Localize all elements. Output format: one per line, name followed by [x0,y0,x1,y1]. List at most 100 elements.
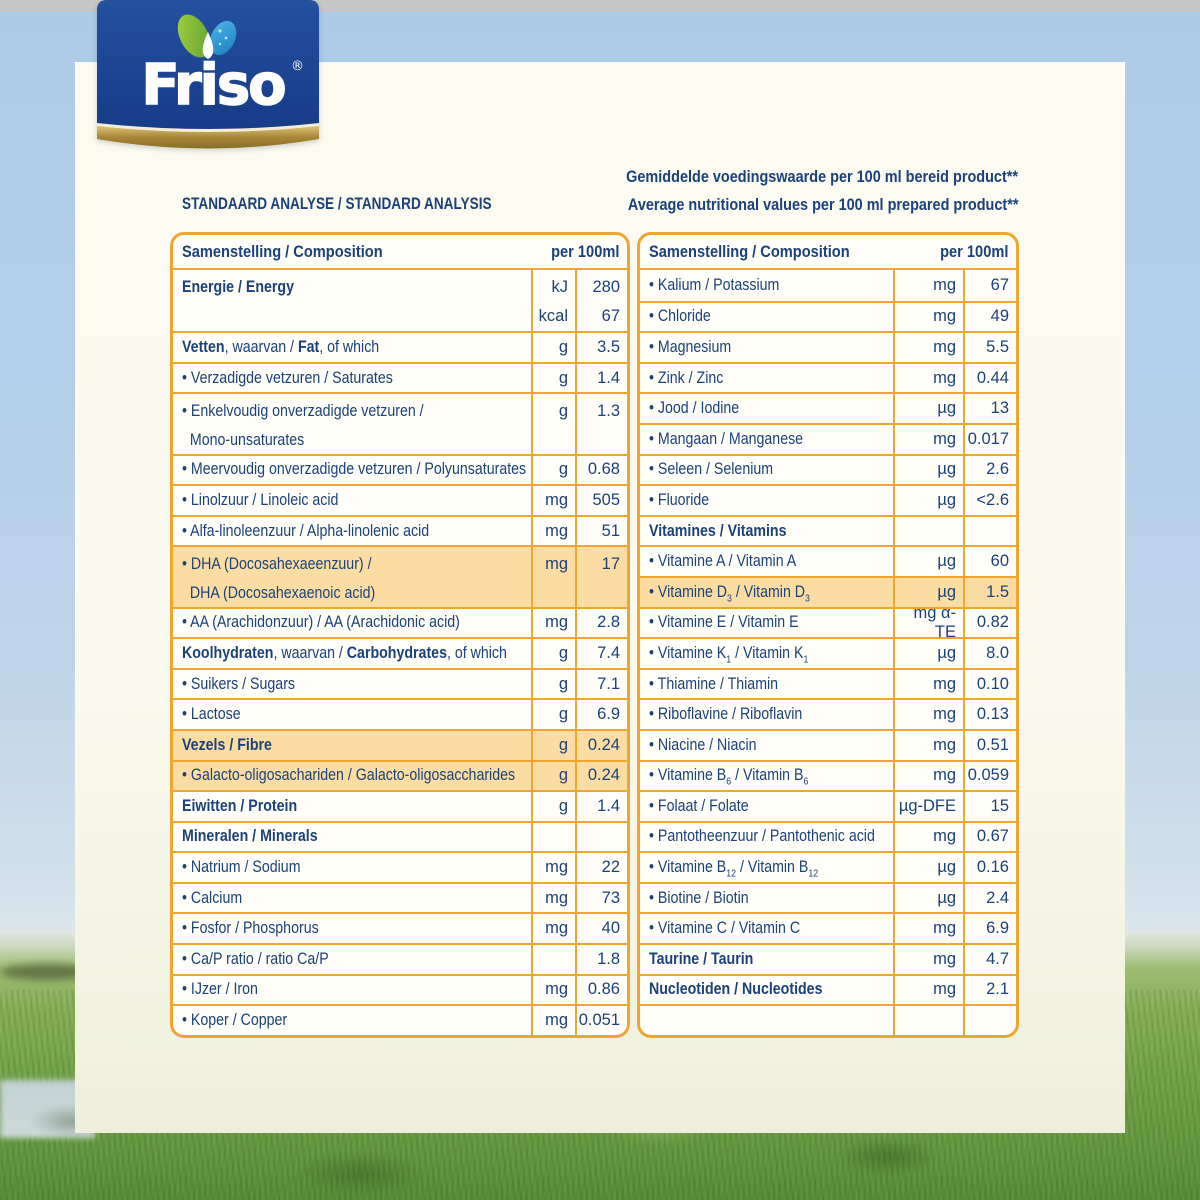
leaf-icon [177,14,211,58]
row-unit: g [531,730,575,760]
logo-registered-mark: ® [291,59,304,74]
row-label: • DHA (Docosahexaeenzuur) / DHA (Docosah… [182,555,376,603]
table-row: • Jood / Iodine µg 13 [640,392,1016,423]
table-row: • Chloride mg 49 [640,300,1016,332]
row-value: 17 [575,547,627,607]
row-value: 4.7 [963,945,1016,974]
row-label: • Pantotheenzuur / Pantothenic acid [649,827,875,846]
row-value: 2.8 [575,608,627,638]
row-unit: mg [893,975,963,1005]
row-label: • Niacine / Niacin [649,735,757,754]
row-value: 13 [963,394,1016,423]
table-row: • Vitamine A / Vitamin A µg 60 [640,545,1016,576]
row-value: 60 [963,547,1016,576]
row-value: 0.10 [963,669,1016,699]
note-line-en: Average nutritional values per 100 ml pr… [627,195,1018,214]
row-label: • AA (Arachidonzuur) / AA (Arachidonic a… [182,613,460,632]
table-row: • Ca/P ratio / ratio Ca/P 1.8 [173,943,627,974]
logo-blue-badge [97,0,319,129]
row-label: • Biotine / Biotin [649,888,749,907]
row-label: • Enkelvoudig onverzadigde vetzuren / Mo… [182,402,424,450]
table-row: • IJzer / Iron mg 0.86 [173,973,627,1005]
table-row: Koolhydraten, waarvan / Carbohydrates, o… [173,637,627,668]
row-label: Mineralen / Minerals [182,827,318,846]
table-row: • Meervoudig onverzadigde vetzuren / Pol… [173,453,627,485]
row-unit: g [531,669,575,699]
row-unit: µg [893,455,963,485]
row-unit [893,516,963,546]
row-label: • Folaat / Folate [649,796,749,815]
row-unit: µg [893,577,963,607]
table-row: • Vitamine B12 / Vitamin B12 µg 0.16 [640,851,1016,882]
table-row: • Vitamine B6 / Vitamin B6 mg 0.059 [640,759,1016,791]
friso-logo: Friso ® [97,0,319,152]
row-label: • Suikers / Sugars [182,674,296,693]
table-row: Vetten, waarvan / Fat, of which g 3.5 [173,331,627,362]
row-unit: µg [893,853,963,882]
table-row: • Niacine / Niacin mg 0.51 [640,728,1016,760]
row-value: 0.13 [963,700,1016,729]
row-unit [531,822,575,852]
analysis-title: STANDAARD ANALYSE / STANDARD ANALYSIS [182,194,569,214]
table-row [640,1004,1016,1035]
row-label: • Calcium [182,888,243,907]
logo-wordmark: Friso [141,53,285,118]
row-value: 2.4 [963,883,1016,913]
table-row: • Zink / Zinc mg 0.44 [640,361,1016,393]
row-unit: mg [531,608,575,638]
table-row: • Folaat / Folate µg-DFE 15 [640,790,1016,821]
row-value: 6.9 [963,914,1016,944]
row-unit: mg [893,333,963,362]
row-value: 0.51 [963,730,1016,760]
row-label: • Vitamine B6 / Vitamin B6 [649,766,809,788]
row-value: 0.86 [575,975,627,1005]
label-panel: STANDAARD ANALYSE / STANDARD ANALYSIS Ge… [75,62,1125,1133]
row-unit: mg [893,730,963,760]
note-line-nl: Gemiddelde voedingswaarde per 100 ml ber… [626,167,1018,186]
row-label: • Kalium / Potassium [649,275,780,294]
row-label: Vitamines / Vitamins [649,521,787,540]
table-header: Samenstelling / Composition per 100ml [640,235,1016,270]
row-label: • Galacto-oligosachariden / Galacto-olig… [182,766,516,785]
row-unit: mg [531,486,575,515]
row-value: 0.051 [575,1006,627,1035]
row-unit: mg [893,424,963,454]
table-row: Vezels / Fibre g 0.24 [173,728,627,760]
row-unit: mg [893,914,963,944]
table-row: • Mangaan / Manganese mg 0.017 [640,422,1016,454]
row-unit: g [531,639,575,668]
row-label: • Vitamine B12 / Vitamin B12 [649,858,819,880]
row-unit: mg [893,669,963,699]
row-value: 8.0 [963,639,1016,668]
row-value: <2.6 [963,486,1016,515]
row-label: • Vitamine K1 / Vitamin K1 [649,643,809,666]
row-value: 0.82 [963,608,1016,638]
row-value: 2.6 [963,455,1016,485]
row-unit: g [531,455,575,485]
row-value: 49 [963,302,1016,332]
row-label: • Zink / Zinc [649,368,724,387]
row-unit: g [531,394,575,454]
row-unit: mg [893,700,963,729]
row-unit: g [531,363,575,393]
row-value: 40 [575,914,627,944]
row-unit: µg [893,486,963,515]
row-value: 1.4 [575,792,627,821]
table-row: • Biotine / Biotin µg 2.4 [640,881,1016,913]
row-label: • Riboflavine / Riboflavin [649,705,803,724]
table-row: Energie / Energy kJ kcal 280 67 [173,270,627,332]
row-label: Vezels / Fibre [182,735,272,754]
row-value: 1.8 [575,945,627,974]
row-unit: µg [893,883,963,913]
table-row: • Lactose g 6.9 [173,698,627,729]
row-value: 2.1 [963,975,1016,1005]
table-row: • Kalium / Potassium mg 67 [640,270,1016,301]
row-label [640,1006,893,1035]
row-label: Taurine / Taurin [649,949,754,968]
table-row: • Vitamine E / Vitamin E mg α-TE 0.82 [640,606,1016,638]
table-row: • Thiamine / Thiamin mg 0.10 [640,667,1016,699]
table-body: • Kalium / Potassium mg 67 • Chloride mg 49 • … [640,270,1016,1035]
table-row: • Seleen / Selenium µg 2.6 [640,453,1016,485]
row-unit: mg [531,516,575,546]
